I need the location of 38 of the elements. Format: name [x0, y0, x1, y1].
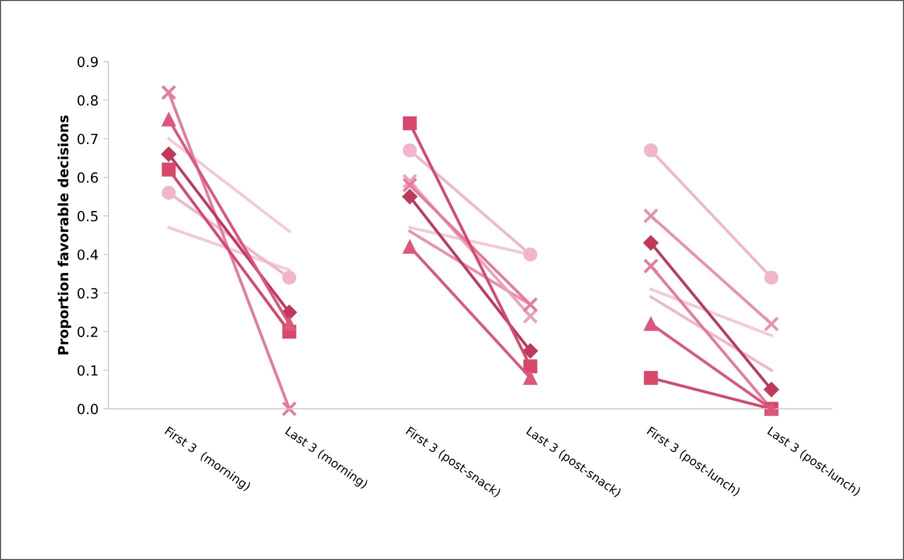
point: [402, 189, 418, 204]
y-tick-label: 0.1: [78, 365, 98, 376]
point: [162, 162, 176, 177]
point: [161, 146, 176, 162]
point: [402, 143, 417, 158]
point: [522, 343, 538, 359]
y-tick-label: 0.4: [78, 249, 98, 260]
point: [523, 359, 538, 374]
point: [764, 270, 778, 285]
point: [523, 248, 538, 262]
y-tick-label: 0.9: [78, 56, 98, 68]
point: [402, 240, 417, 254]
y-tick-label: 0.3: [78, 288, 98, 299]
point: [644, 316, 658, 331]
point: [402, 177, 418, 193]
point: [523, 370, 538, 385]
y-tick-label: 0.7: [78, 134, 98, 144]
point: [282, 270, 296, 285]
point: [643, 208, 659, 224]
y-tick-label: 0.8: [78, 95, 98, 106]
point: [402, 116, 417, 130]
point: [764, 382, 779, 398]
point: [644, 143, 658, 158]
point: [162, 112, 176, 126]
point: [522, 297, 538, 312]
y-tick-label: 0.0: [78, 404, 98, 414]
point: [643, 258, 659, 274]
point: [282, 316, 296, 331]
point: [161, 84, 176, 100]
point: [643, 235, 658, 250]
point: [162, 186, 176, 200]
point: [764, 316, 780, 332]
point: [282, 401, 297, 416]
y-axis-title: Proportion favorable decisions: [58, 115, 72, 354]
y-tick-label: 0.2: [78, 326, 98, 338]
y-tick-label: 0.5: [78, 210, 98, 222]
point: [644, 370, 658, 385]
y-tick-label: 0.6: [78, 172, 98, 183]
